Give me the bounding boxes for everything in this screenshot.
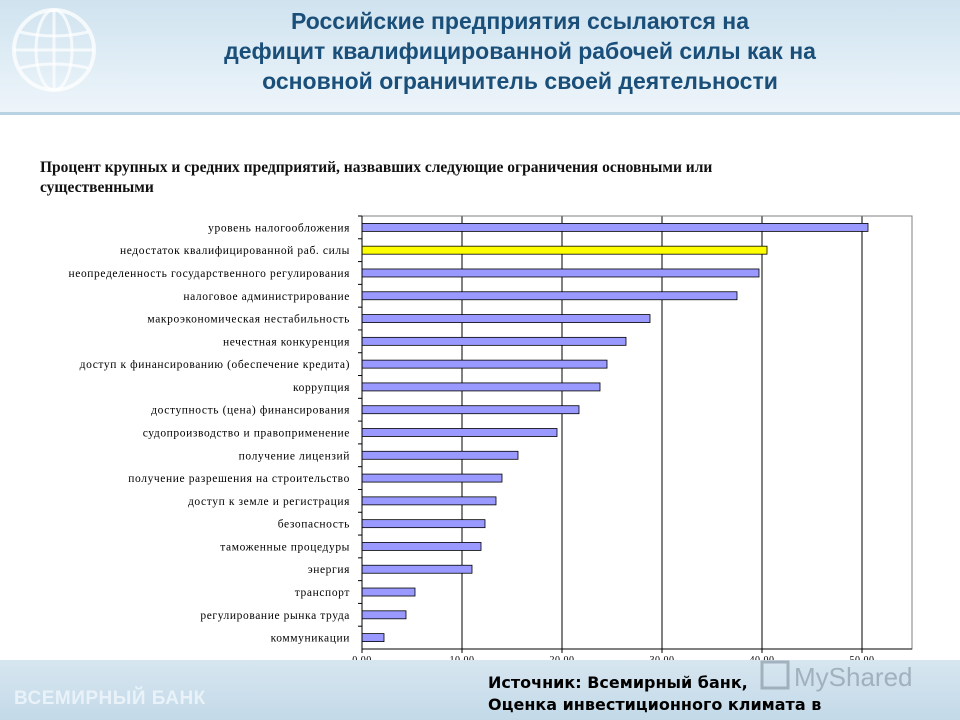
bar-15 <box>361 564 473 574</box>
bar-14 <box>361 542 482 551</box>
category-label-9: судопроизводство и правоприменение <box>143 428 350 440</box>
category-label-15: энергия <box>308 564 350 576</box>
footer-band <box>0 660 960 720</box>
bar-11 <box>361 473 503 483</box>
source-note: Источник: Всемирный банк, Оценка инвести… <box>488 672 918 720</box>
bar-3 <box>361 291 738 301</box>
bar-0 <box>361 222 869 232</box>
source-line-1: Источник: Всемирный банк, <box>488 673 748 692</box>
title-line-3: основной ограничитель своей деятельности <box>262 68 778 94</box>
category-label-16: транспорт <box>295 587 350 599</box>
category-label-6: доступ к финансированию (обеспечение кре… <box>80 359 350 371</box>
category-label-11: получение разрешения на строительство <box>128 473 350 485</box>
bar-4 <box>361 314 651 323</box>
bar-2 <box>361 268 760 278</box>
category-label-0: уровень налогообложения <box>208 222 350 234</box>
category-label-13: безопасность <box>278 519 350 531</box>
category-label-2: неопределенность государственного регули… <box>68 268 350 280</box>
world-bank-globe-logo-icon <box>12 8 96 92</box>
category-label-14: таможенные процедуры <box>220 541 350 553</box>
bar-5 <box>361 336 627 346</box>
bar-7 <box>361 382 601 392</box>
caption-line-1: Процент крупных и средних предприятий, н… <box>40 159 713 176</box>
bar-16 <box>361 587 416 597</box>
category-label-18: коммуникации <box>271 633 350 645</box>
bar-1 <box>361 245 768 255</box>
bar-13 <box>361 519 486 529</box>
header-divider <box>0 112 960 115</box>
watermark-logo: MyShared <box>760 660 913 692</box>
category-label-5: нечестная конкуренция <box>223 336 350 348</box>
category-label-3: налоговое администрирование <box>183 291 350 303</box>
category-label-10: получение лицензий <box>239 450 350 462</box>
bar-18 <box>361 633 385 643</box>
chart-caption: Процент крупных и средних предприятий, н… <box>40 158 920 198</box>
category-label-1: недостаток квалифицированной раб. силы <box>120 245 350 257</box>
bar-17 <box>361 610 407 620</box>
title-line-1: Российские предприятия ссылаются на <box>291 8 749 34</box>
constraints-bar-chart: уровень налогообложения недостаток квалиф… <box>68 215 913 665</box>
watermark-text: MyShared <box>794 662 913 692</box>
header-band <box>0 0 960 115</box>
category-label-4: макроэкономическая нестабильность <box>147 314 350 326</box>
bar-12 <box>361 496 497 506</box>
world-bank-footer-name: ВСЕМИРНЫЙ БАНК <box>14 688 206 709</box>
source-line-2: Оценка инвестиционного климата в <box>488 695 822 714</box>
category-label-17: регулирование рынка труда <box>200 610 350 622</box>
category-label-8: доступность (цена) финансирования <box>151 405 350 417</box>
slide-title: Российские предприятия ссылаются на дефи… <box>110 6 930 96</box>
bar-9 <box>361 428 558 437</box>
caption-line-2: существенными <box>40 179 154 196</box>
category-label-12: доступ к земле и регистрация <box>188 496 350 508</box>
title-line-2: дефицит квалифицированной рабочей силы к… <box>224 38 816 64</box>
bar-10 <box>361 450 519 460</box>
category-label-7: коррупция <box>293 382 350 394</box>
bar-6 <box>361 359 608 369</box>
bar-8 <box>361 405 580 415</box>
